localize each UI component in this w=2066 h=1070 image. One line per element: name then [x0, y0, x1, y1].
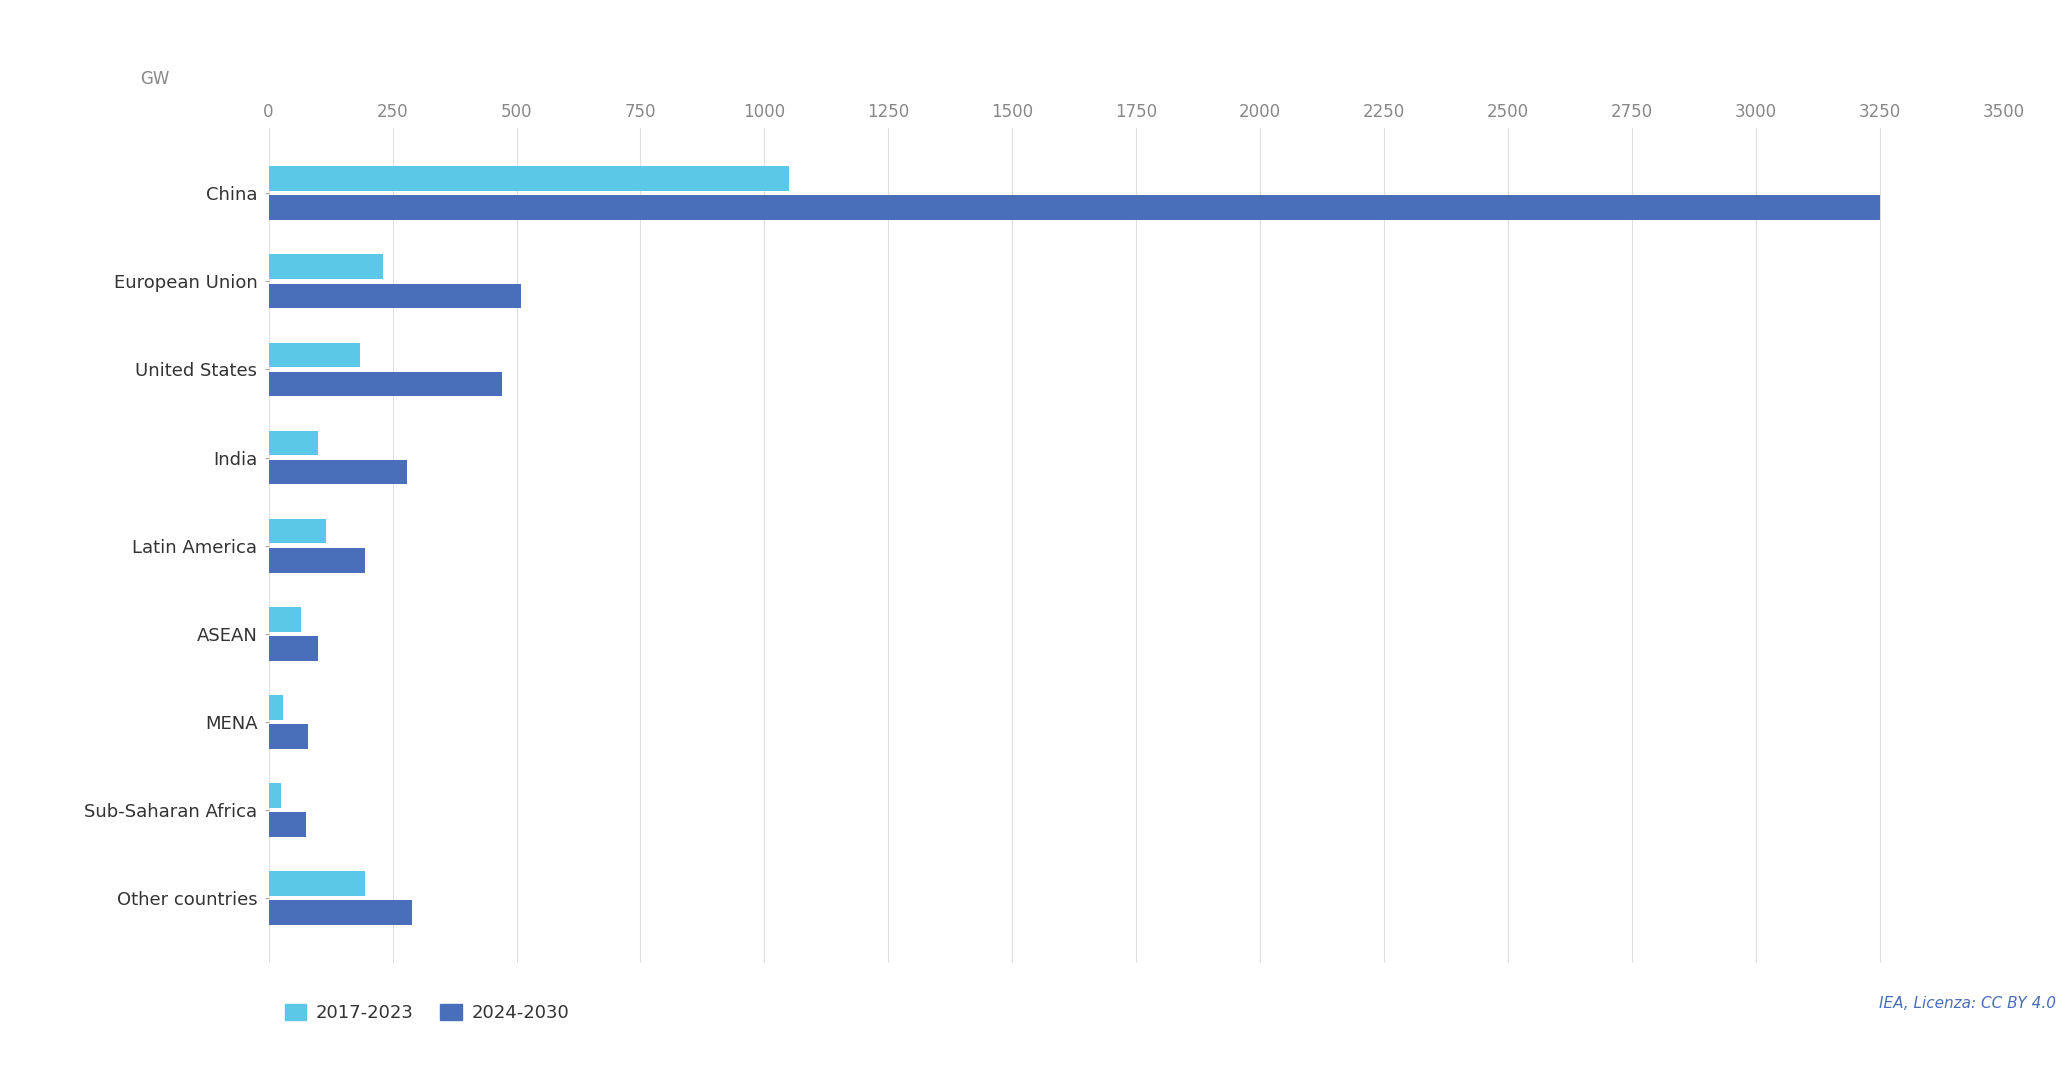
Bar	[269, 783, 281, 808]
Bar	[269, 284, 521, 308]
Bar	[269, 812, 306, 837]
Bar	[269, 724, 308, 749]
Text: IEA, Licenza: CC BY 4.0: IEA, Licenza: CC BY 4.0	[1878, 996, 2056, 1011]
Bar	[269, 431, 318, 456]
Bar	[269, 636, 318, 660]
Bar	[269, 871, 366, 896]
Text: GW: GW	[140, 70, 169, 88]
Bar	[269, 166, 789, 192]
Bar	[269, 255, 382, 279]
Legend: 2017-2023, 2024-2030: 2017-2023, 2024-2030	[277, 996, 576, 1029]
Bar	[269, 607, 302, 631]
Bar	[269, 196, 1880, 220]
Bar	[269, 696, 283, 720]
Bar	[269, 342, 359, 367]
Bar	[269, 371, 502, 396]
Bar	[269, 460, 407, 485]
Bar	[269, 900, 413, 926]
Bar	[269, 519, 326, 544]
Bar	[269, 548, 366, 572]
